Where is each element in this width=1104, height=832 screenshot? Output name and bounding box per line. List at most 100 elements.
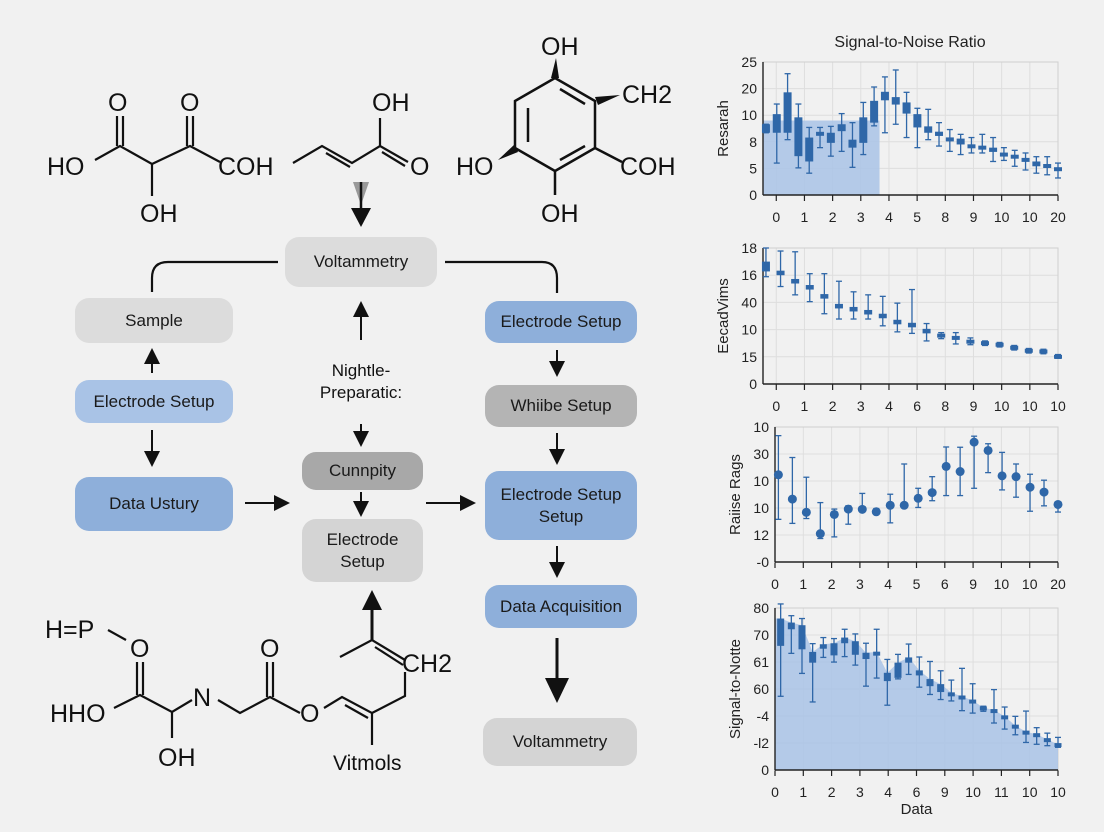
data-box xyxy=(980,341,989,346)
data-point xyxy=(983,445,993,455)
data-box xyxy=(862,652,870,660)
data-box xyxy=(761,261,770,272)
node-data-ustury[interactable]: Data Ustury xyxy=(75,477,233,531)
data-point xyxy=(815,529,825,539)
y-tick-label: 40 xyxy=(741,294,757,310)
data-box xyxy=(947,692,955,697)
data-point xyxy=(927,488,937,498)
y-tick-label: 10 xyxy=(753,473,769,489)
node-whiibe-setup[interactable]: Whiibe Setup xyxy=(485,385,637,427)
data-box xyxy=(783,92,792,133)
node-electrode-setup-middle[interactable]: Electrode Setup xyxy=(302,519,423,582)
node-voltammetry-bottom[interactable]: Voltammetry xyxy=(483,718,637,766)
atom-label: HO xyxy=(456,153,494,181)
chart-2: 0 15 10 40 16 18 0 1 2 3 4 6 8 9 10 10 10 EecadVims xyxy=(715,240,1066,414)
plot-frame xyxy=(762,247,1059,385)
data-box xyxy=(1043,164,1052,169)
data-box xyxy=(805,137,814,162)
atom-label: O xyxy=(130,635,149,663)
data-box xyxy=(915,670,923,676)
acrylic-acid-structure xyxy=(292,118,409,168)
data-box xyxy=(776,270,785,276)
x-tick-label: 1 xyxy=(799,576,807,592)
data-point xyxy=(1039,487,1049,497)
bottom-structure xyxy=(107,629,407,745)
x-tick-label: 10 xyxy=(1022,398,1038,414)
data-box xyxy=(935,131,944,136)
chart-1: 0 5 8 10 20 25 0 1 2 3 4 5 8 9 10 10 20 Resarah xyxy=(715,54,1066,225)
atom-label: OH xyxy=(158,744,196,772)
node-data-acquisition[interactable]: Data Acquisition xyxy=(485,585,637,628)
x-tick-label: 10 xyxy=(994,209,1010,225)
data-box xyxy=(841,637,849,644)
y-axis-label: Resarah xyxy=(715,100,732,157)
y-tick-label: -0 xyxy=(757,554,770,570)
y-tick-label: -l2 xyxy=(753,735,769,751)
data-box xyxy=(1054,167,1062,172)
arrow-down-icon xyxy=(351,208,371,227)
x-tick-label: 1 xyxy=(799,784,807,800)
data-box xyxy=(913,114,922,128)
y-tick-label: 30 xyxy=(753,446,769,462)
data-box xyxy=(1010,154,1019,159)
data-box xyxy=(777,618,785,646)
x-tick-label: 9 xyxy=(970,209,978,225)
y-tick-label: 20 xyxy=(741,81,757,97)
arrow-down-icon xyxy=(545,678,569,703)
x-tick-label: 0 xyxy=(772,209,780,225)
atom-label: COH xyxy=(620,153,676,181)
data-point xyxy=(801,507,811,517)
data-box xyxy=(809,651,817,663)
node-voltammetry-top[interactable]: Voltammetry xyxy=(285,237,437,287)
malic-acid-structure xyxy=(94,116,221,196)
x-tick-label: 4 xyxy=(884,576,892,592)
phenol-structure xyxy=(513,76,623,195)
x-tick-label: 10 xyxy=(1022,784,1038,800)
x-tick-label: 2 xyxy=(829,398,837,414)
x-tick-label: 0 xyxy=(771,784,779,800)
data-box xyxy=(979,706,987,711)
y-tick-label: 80 xyxy=(753,600,769,616)
node-cunnpity[interactable]: Cunnpity xyxy=(302,452,423,490)
data-box xyxy=(820,294,829,299)
x-tick-label: 10 xyxy=(1022,209,1038,225)
x-tick-label: 4 xyxy=(884,784,892,800)
data-point xyxy=(913,493,923,503)
atom-label: CH2 xyxy=(402,650,452,678)
data-box xyxy=(1043,738,1051,743)
node-electrode-setup-left[interactable]: Electrode Setup xyxy=(75,380,233,423)
data-box xyxy=(826,132,835,143)
data-box xyxy=(967,144,976,149)
x-tick-label: 5 xyxy=(913,576,921,592)
data-box xyxy=(926,679,934,687)
data-box xyxy=(1032,161,1041,167)
arrow-up-icon xyxy=(362,590,382,610)
y-tick-label: 12 xyxy=(753,527,769,543)
data-point xyxy=(899,500,909,510)
node-electrode-setup-setup[interactable]: Electrode Setup Setup xyxy=(485,471,637,540)
x-tick-label: 1 xyxy=(801,209,809,225)
data-box xyxy=(999,152,1008,157)
data-box xyxy=(894,662,902,678)
data-box xyxy=(794,117,803,157)
y-tick-label: 60 xyxy=(753,681,769,697)
data-box xyxy=(880,91,889,101)
data-box xyxy=(945,137,954,142)
y-tick-label: 0 xyxy=(749,376,757,392)
data-box xyxy=(761,124,770,133)
data-box xyxy=(990,709,998,714)
x-tick-label: 3 xyxy=(857,398,865,414)
data-box xyxy=(958,695,966,700)
data-box xyxy=(848,139,857,148)
data-box xyxy=(873,651,881,656)
node-sample[interactable]: Sample xyxy=(75,298,233,343)
data-box xyxy=(837,124,846,132)
data-point xyxy=(857,504,867,514)
x-tick-label: 6 xyxy=(941,576,949,592)
atom-label: OH xyxy=(541,200,579,228)
y-tick-label: -4 xyxy=(757,708,770,724)
y-axis-label: Raiise Rags xyxy=(727,454,744,535)
node-electrode-setup-right[interactable]: Electrode Setup xyxy=(485,301,637,343)
data-box xyxy=(902,102,911,114)
